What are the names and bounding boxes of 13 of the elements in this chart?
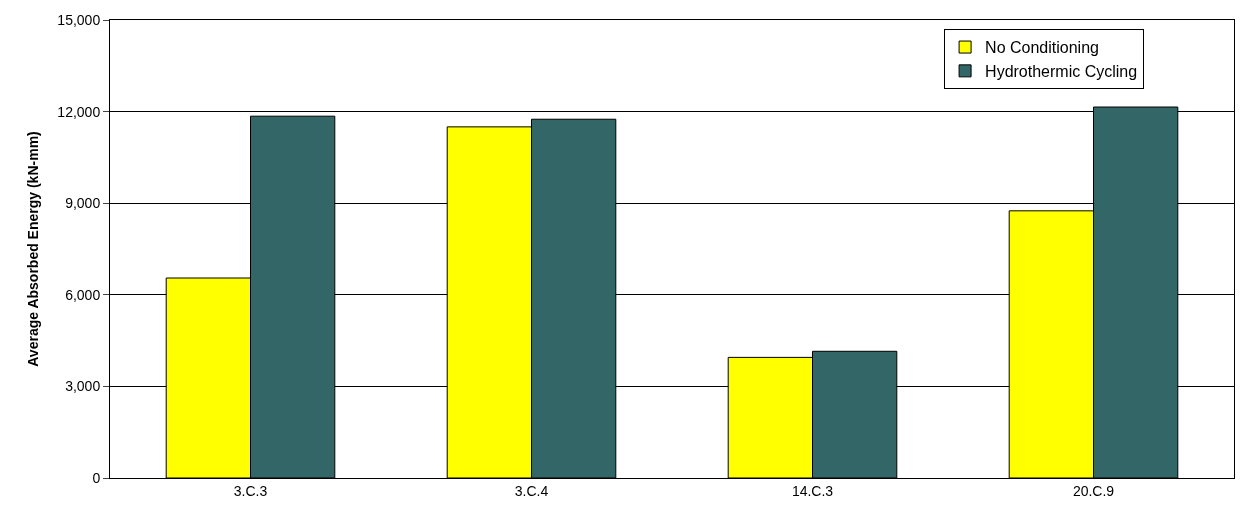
x-tick-label: 14.C.3 — [791, 482, 834, 499]
y-tick-label: 15,000 — [57, 11, 101, 28]
x-tick-label: 3.C.4 — [514, 482, 549, 499]
y-tick-label: 0 — [92, 469, 101, 486]
y-tick-label: 12,000 — [57, 103, 101, 120]
y-tick-label: 6,000 — [65, 286, 101, 303]
y-axis-title: Average Absorbed Energy (kN-mm) — [24, 131, 41, 367]
legend-label: Hydrothermic Cycling — [985, 63, 1138, 81]
legend-label: No Conditioning — [985, 39, 1099, 57]
x-tick-label: 3.C.3 — [233, 482, 268, 499]
y-tick-label: 9,000 — [65, 195, 101, 212]
y-tick-label: 3,000 — [65, 378, 101, 395]
x-tick-label: 20.C.9 — [1072, 482, 1115, 499]
